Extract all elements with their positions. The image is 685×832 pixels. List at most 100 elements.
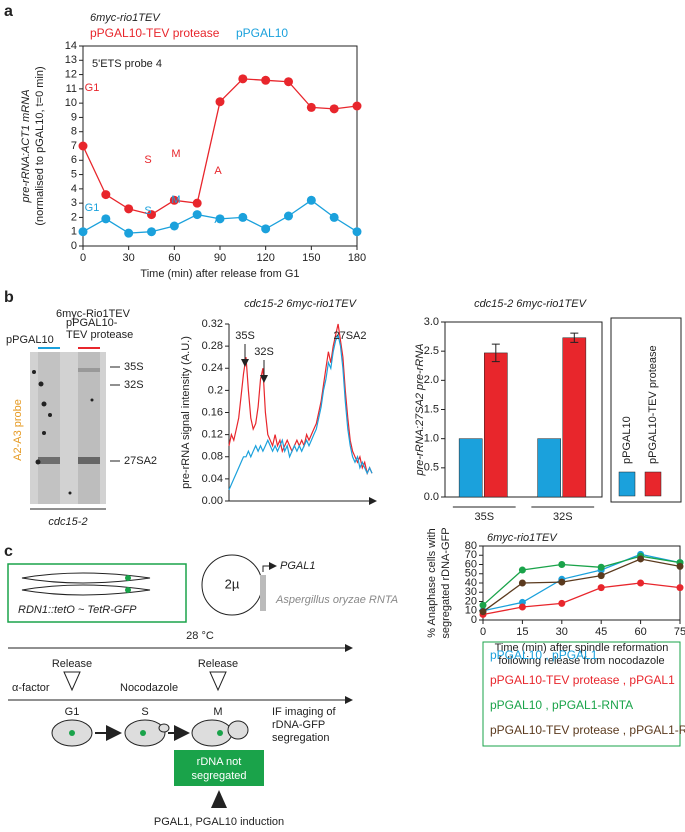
annotation: S [144, 154, 151, 166]
data-point [329, 212, 339, 222]
data-point [637, 555, 645, 563]
data-point [78, 227, 88, 237]
y-tick-label: 0.16 [202, 406, 223, 418]
y-tick-label: 10 [465, 605, 477, 617]
gene-box [260, 575, 266, 611]
stage-label: M [213, 706, 222, 718]
gene-label: Aspergillus oryzae RNTA [275, 594, 398, 606]
data-point [261, 75, 271, 85]
data-point [597, 563, 605, 571]
y-tick-label: 2 [71, 211, 77, 223]
data-point [238, 74, 248, 84]
legend-entry: pPGAL10-TEV protease [647, 345, 659, 464]
drug-label: Nocodazole [120, 682, 178, 694]
x-tick-label: 30 [556, 626, 568, 638]
chart-subtitle: 5'ETS probe 4 [92, 58, 162, 70]
y-tick-label: 6 [71, 154, 77, 166]
y-tick-label: 0.12 [202, 429, 223, 441]
release-label: Release [52, 658, 92, 670]
y-tick-label: 0 [71, 240, 77, 252]
data-point [518, 579, 526, 587]
plasmid-label: 2µ [225, 576, 240, 591]
y-tick-label: 13 [65, 54, 77, 66]
reporter-box [7, 563, 187, 623]
gel-strain: 6myc-Rio1TEV [56, 308, 131, 320]
data-point [306, 195, 316, 205]
data-point [676, 562, 684, 570]
y-tick-label: 3 [71, 197, 77, 209]
data-point [479, 608, 487, 616]
annotation: A [214, 214, 222, 226]
gfp-dot [140, 730, 146, 736]
legend-entry: pPGAL10-TEV protease , pPGAL1-RNTA [490, 723, 685, 737]
probe-label: A2-A3 probe [12, 399, 24, 461]
y-tick-label: 0.24 [202, 362, 223, 374]
x-tick-label: 15 [516, 626, 528, 638]
series-line [482, 553, 681, 612]
y-tick-label: 1.5 [424, 403, 439, 415]
x-tick-label: 32S [553, 511, 573, 523]
y-tick-label: 7 [71, 140, 77, 152]
y-tick-label: 5 [71, 168, 77, 180]
annotation: M [171, 148, 180, 160]
y-axis-label: pre-rRNA:ACT1 mRNA [20, 89, 32, 203]
data-point [284, 211, 293, 221]
y-tick-label: 30 [465, 586, 477, 598]
error-bar [491, 343, 500, 363]
panel-label: a [4, 3, 13, 20]
data-point [169, 195, 179, 205]
y-tick-label: 0.5 [424, 462, 439, 474]
chromosomes [21, 572, 151, 596]
x-tick-label: 30 [123, 252, 135, 264]
y-tick-label: 2.0 [424, 374, 439, 386]
chart-title: cdc15-2 6myc-rio1TEV [244, 298, 358, 310]
cell [191, 719, 233, 747]
x-axis-label: following release from nocodazole [498, 655, 664, 667]
y-tick-label: 1 [71, 226, 77, 238]
series-line [482, 558, 681, 613]
y-tick-label: 70 [465, 549, 477, 561]
data-point [78, 141, 88, 151]
gfp-dot [125, 587, 131, 593]
data-point [558, 599, 566, 607]
legend-entry: pPGAL10 [621, 416, 633, 464]
annotation: A [214, 165, 222, 177]
data-point [597, 572, 605, 580]
data-point [238, 212, 248, 222]
gel-lane-label: pPGAL10- [66, 317, 118, 329]
series-line [482, 555, 681, 606]
x-tick-label: 0 [480, 626, 486, 638]
band-label: 35S [124, 361, 144, 373]
stage-label: G1 [65, 706, 80, 718]
imaging-label: IF imaging of [272, 706, 337, 718]
data-point [597, 584, 605, 592]
y-tick-label: 3.0 [424, 316, 439, 328]
gfp-dot [217, 730, 223, 736]
y-tick-label: 8 [71, 126, 77, 138]
x-tick-label: 45 [595, 626, 607, 638]
y-axis-label: segregated rDNA-GFP [440, 527, 452, 638]
x-tick-label: 150 [302, 252, 320, 264]
imaging-label: rDNA-GFP [272, 719, 325, 731]
y-tick-label: 4 [71, 183, 77, 195]
state-label: segregated [191, 770, 246, 782]
state-box [174, 750, 264, 786]
release-marker [63, 671, 81, 692]
data-point [101, 214, 111, 224]
gel-lane [78, 352, 100, 504]
x-tick-label: 60 [634, 626, 646, 638]
y-tick-label: 9 [71, 111, 77, 123]
data-point [284, 77, 293, 87]
y-axis-label: (normalised to pGAL10, t=0 min) [34, 66, 46, 225]
legend-swatch [644, 471, 662, 497]
data-point [352, 227, 362, 237]
data-point [558, 561, 566, 568]
x-tick-label: 35S [474, 511, 494, 523]
y-tick-label: 14 [65, 40, 77, 52]
panel-label: c [4, 543, 13, 560]
y-tick-label: 0 [471, 614, 477, 626]
x-axis-label: Time (min) after release from G1 [140, 268, 299, 280]
data-point [215, 97, 225, 107]
x-tick-label: 90 [214, 252, 226, 264]
